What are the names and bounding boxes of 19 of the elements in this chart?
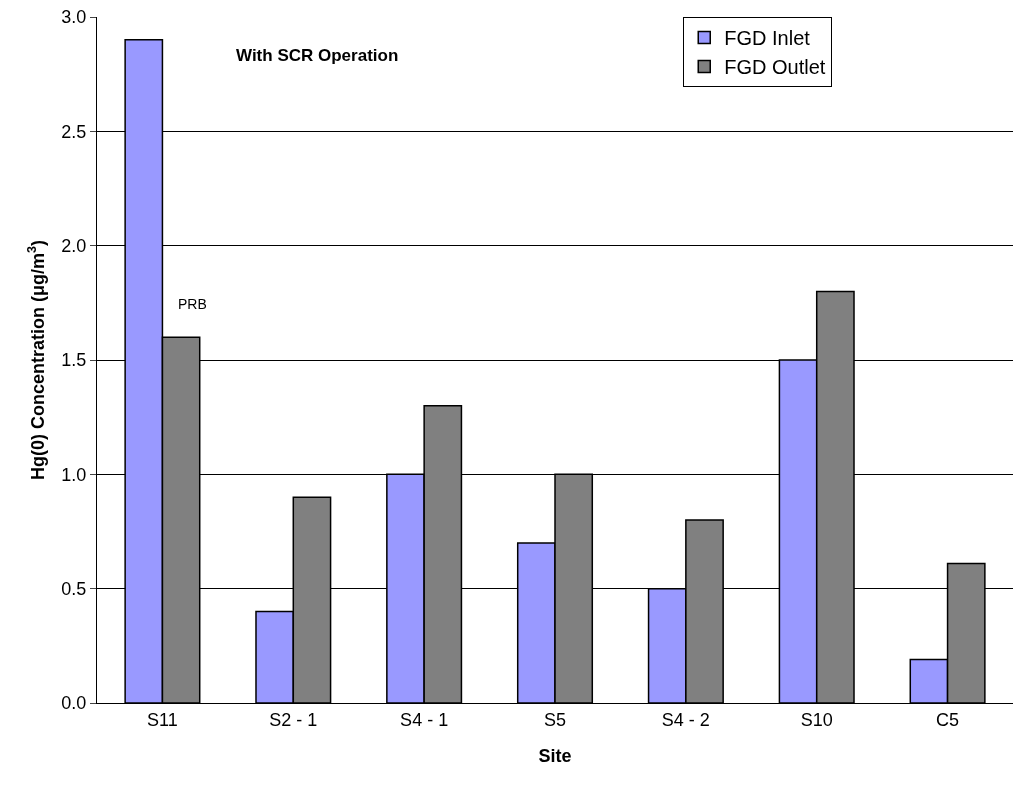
annotation: PRB — [178, 296, 207, 312]
x-tick-label: S4 - 1 — [400, 709, 449, 730]
legend-label: FGD Inlet — [724, 27, 811, 50]
annotation: With SCR Operation — [236, 46, 399, 65]
x-tick-label: S2 - 1 — [269, 709, 318, 730]
y-tick-label: 3.0 — [61, 7, 87, 28]
x-axis-title: Site — [538, 745, 572, 766]
y-tick-label: 1.5 — [61, 350, 87, 371]
x-tick-label: C5 — [936, 709, 960, 730]
legend-label: FGD Outlet — [724, 56, 826, 79]
x-tick-label: S5 — [543, 709, 567, 730]
y-tick-label: 1.0 — [61, 464, 87, 485]
y-tick-label: 0.0 — [61, 693, 87, 714]
x-tick-label: S4 - 2 — [661, 709, 710, 730]
x-tick-label: S11 — [147, 709, 178, 730]
x-tick-label: S10 — [800, 709, 833, 730]
y-tick-label: 2.0 — [61, 235, 87, 256]
y-tick-label: 2.5 — [61, 121, 87, 142]
y-tick-label: 0.5 — [61, 578, 87, 599]
